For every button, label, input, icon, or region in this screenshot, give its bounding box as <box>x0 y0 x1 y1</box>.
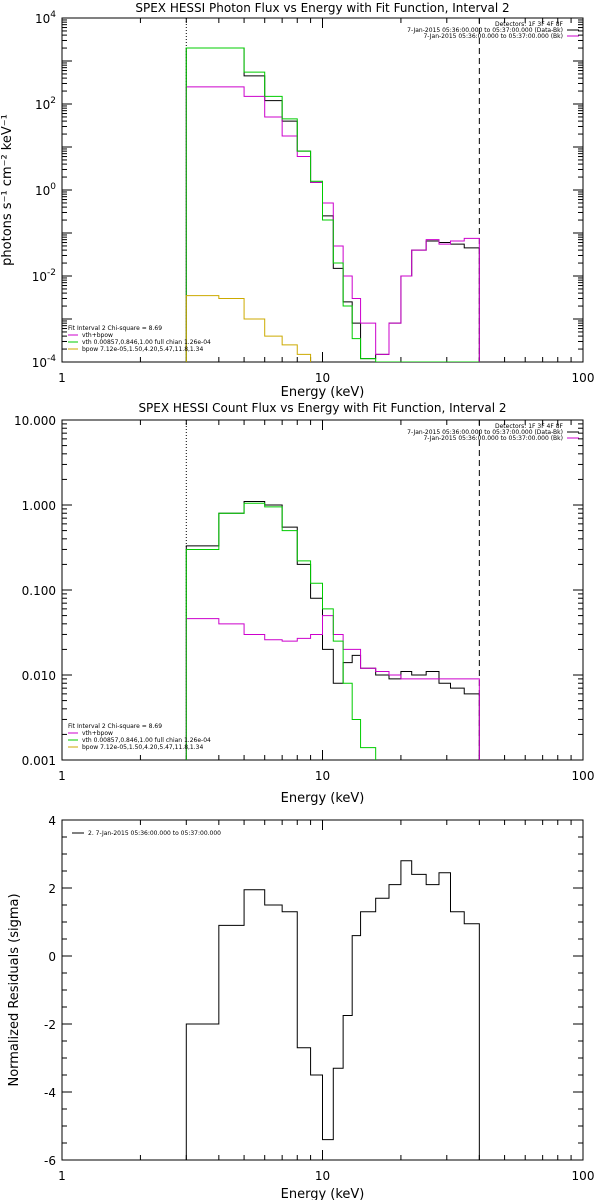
y-axis-label: photons s⁻¹ cm⁻² keV⁻¹ <box>0 114 15 266</box>
y-tick-label: -6 <box>44 1154 56 1168</box>
series-vth <box>185 502 480 760</box>
x-tick-label: 100 <box>572 769 595 783</box>
legend-bl-text: vth 0.00857,0.846,1.00 full chian 1.26e-… <box>82 339 211 346</box>
y-tick-label: 1.000 <box>22 499 56 513</box>
series-2- <box>185 860 480 1160</box>
y-tick-label-exponent: -4 <box>47 354 56 364</box>
x-tick-label: 1 <box>58 769 66 783</box>
series-bpow <box>185 295 480 362</box>
series-vth <box>185 47 480 362</box>
panel-2: SPEX HESSI Count Flux vs Energy with Fit… <box>14 401 594 806</box>
x-tick-label: 1 <box>58 371 66 385</box>
x-axis-label: Energy (keV) <box>281 791 365 806</box>
y-tick-label: 0.010 <box>22 669 56 683</box>
chart-title: SPEX HESSI Photon Flux vs Energy with Fi… <box>135 1 509 15</box>
y-tick-label: 2 <box>48 882 56 896</box>
legend-tl-text: 2. 7-Jan-2015 05:36:00.000 to 05:37:00.0… <box>88 830 221 837</box>
y-tick-label: 102 <box>35 96 56 112</box>
y-tick-label: 10-2 <box>32 268 56 284</box>
y-tick-label-exponent: 4 <box>50 10 56 20</box>
x-axis-label: Energy (keV) <box>281 385 365 400</box>
y-tick-label: 0.100 <box>22 584 56 598</box>
legend-bl-text: Fit Interval 2 Chi-square = 8.69 <box>68 325 162 332</box>
series-group <box>185 500 480 760</box>
y-tick-label-exponent: -2 <box>47 268 56 278</box>
legend-bl-text: vth+bpow <box>82 730 113 737</box>
legend-tr-text: Detectors: 1F 3F 4F 8F <box>495 21 564 28</box>
y-ticks <box>62 819 583 1161</box>
y-tick-label-base: 10 <box>35 184 50 198</box>
legend-bl-text: vth 0.00857,0.846,1.00 full chian 1.26e-… <box>82 737 211 744</box>
y-tick-label: -2 <box>44 1018 56 1032</box>
y-axis-label: Normalized Residuals (sigma) <box>7 893 22 1086</box>
x-tick-label: 10 <box>315 1169 330 1183</box>
series-group <box>185 47 480 362</box>
x-tick-label: 100 <box>572 371 595 385</box>
y-tick-label: -4 <box>44 1086 56 1100</box>
legend-tr-text: 7-Jan-2015 05:36:00.000 to 05:37:00.000 … <box>407 429 563 436</box>
legend-tr-text: 7-Jan-2015 05:36:00.000 to 05:37:00.000 … <box>407 27 563 34</box>
x-tick-label: 10 <box>315 769 330 783</box>
chart-title: SPEX HESSI Count Flux vs Energy with Fit… <box>138 401 506 415</box>
y-tick-label-exponent: 0 <box>50 182 56 192</box>
panel-3: Energy (keV) Normalized Residuals (sigma)… <box>7 814 594 1200</box>
y-tick-label: 10.000 <box>14 414 56 428</box>
y-tick-label: 104 <box>35 10 56 26</box>
legend-tr-text: 7-Jan-2015 05:36:00.000 to 05:37:00.000 … <box>423 33 563 40</box>
x-tick-label: 10 <box>315 371 330 385</box>
legend-bl-text: bpow 7.12e-05,1.50,4.20,5.47,11.8,1.34 <box>82 744 203 751</box>
y-tick-label: 100 <box>35 182 56 198</box>
y-tick-label-base: 10 <box>32 270 47 284</box>
legend-bl-text: vth+bpow <box>82 332 113 339</box>
legend-tr-text: 7-Jan-2015 05:36:00.000 to 05:37:00.000 … <box>423 435 563 442</box>
y-tick-label-base: 10 <box>35 12 50 26</box>
y-tick-label: 4 <box>48 814 56 828</box>
legend-bl-text: bpow 7.12e-05,1.50,4.20,5.47,11.8,1.34 <box>82 346 203 353</box>
y-tick-label: 10-4 <box>32 354 57 370</box>
series-vth-bpow <box>185 615 480 760</box>
y-tick-label: 0 <box>48 950 56 964</box>
y-ticks <box>62 17 583 363</box>
x-tick-label: 1 <box>58 1169 66 1183</box>
series-group <box>185 860 480 1160</box>
y-tick-label: 0.001 <box>22 754 56 768</box>
y-tick-label-base: 10 <box>35 98 50 112</box>
legend-bl-text: Fit Interval 2 Chi-square = 8.69 <box>68 723 162 730</box>
x-tick-label: 100 <box>572 1169 595 1183</box>
y-tick-label-base: 10 <box>32 356 47 370</box>
panel-1: SPEX HESSI Photon Flux vs Energy with Fi… <box>0 1 594 400</box>
legend-tr-text: Detectors: 1F 3F 4F 8F <box>495 423 564 430</box>
y-tick-label-exponent: 2 <box>50 96 56 106</box>
y-ticks <box>62 419 583 761</box>
x-axis-label: Energy (keV) <box>281 1187 365 1200</box>
series-vth-bpow <box>185 86 480 362</box>
